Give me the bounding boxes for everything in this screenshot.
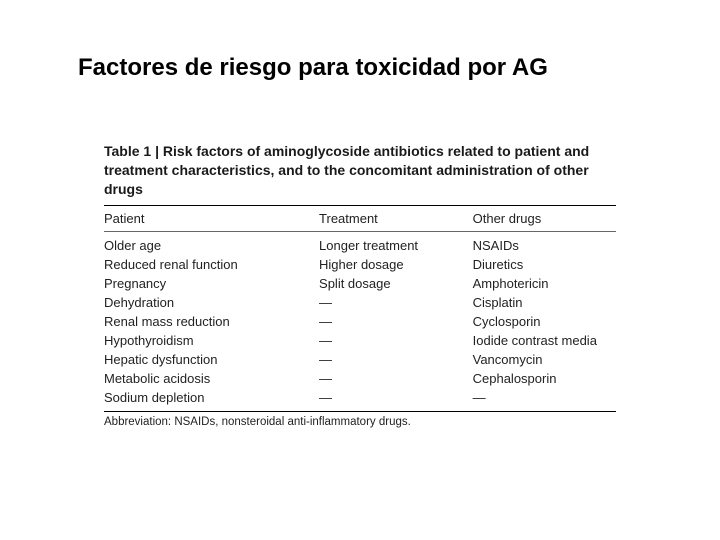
- cell-patient: Pregnancy: [104, 274, 319, 293]
- table-row: Dehydration — Cisplatin: [104, 293, 616, 312]
- table-row: Metabolic acidosis — Cephalosporin: [104, 369, 616, 388]
- cell-patient: Dehydration: [104, 293, 319, 312]
- cell-drugs: Iodide contrast media: [473, 331, 616, 350]
- cell-patient: Sodium depletion: [104, 388, 319, 412]
- table-row: Sodium depletion — —: [104, 388, 616, 412]
- cell-drugs: Vancomycin: [473, 350, 616, 369]
- cell-treatment: —: [319, 331, 473, 350]
- risk-factors-table-container: Table 1 | Risk factors of aminoglycoside…: [90, 130, 630, 438]
- slide-title: Factores de riesgo para toxicidad por AG: [78, 54, 680, 82]
- table-body: Older age Longer treatment NSAIDs Reduce…: [104, 231, 616, 411]
- table-header-row: Patient Treatment Other drugs: [104, 205, 616, 231]
- table-abbreviation: Abbreviation: NSAIDs, nonsteroidal anti-…: [104, 412, 616, 428]
- column-header-treatment: Treatment: [319, 205, 473, 231]
- cell-treatment: —: [319, 369, 473, 388]
- cell-drugs: Cisplatin: [473, 293, 616, 312]
- column-header-patient: Patient: [104, 205, 319, 231]
- cell-treatment: —: [319, 350, 473, 369]
- table-row: Renal mass reduction — Cyclosporin: [104, 312, 616, 331]
- cell-patient: Hepatic dysfunction: [104, 350, 319, 369]
- cell-drugs: Cyclosporin: [473, 312, 616, 331]
- cell-treatment: Split dosage: [319, 274, 473, 293]
- cell-treatment: Longer treatment: [319, 231, 473, 255]
- cell-patient: Hypothyroidism: [104, 331, 319, 350]
- cell-drugs: —: [473, 388, 616, 412]
- cell-drugs: Cephalosporin: [473, 369, 616, 388]
- table-caption-separator: |: [151, 143, 163, 159]
- cell-treatment: —: [319, 312, 473, 331]
- cell-treatment: Higher dosage: [319, 255, 473, 274]
- table-row: Hypothyroidism — Iodide contrast media: [104, 331, 616, 350]
- risk-factors-table: Patient Treatment Other drugs Older age …: [104, 205, 616, 412]
- table-row: Pregnancy Split dosage Amphotericin: [104, 274, 616, 293]
- table-caption-label: Table 1: [104, 143, 151, 159]
- cell-treatment: —: [319, 388, 473, 412]
- table-row: Older age Longer treatment NSAIDs: [104, 231, 616, 255]
- column-header-other-drugs: Other drugs: [473, 205, 616, 231]
- cell-drugs: NSAIDs: [473, 231, 616, 255]
- table-row: Hepatic dysfunction — Vancomycin: [104, 350, 616, 369]
- cell-drugs: Amphotericin: [473, 274, 616, 293]
- cell-treatment: —: [319, 293, 473, 312]
- cell-patient: Reduced renal function: [104, 255, 319, 274]
- table-caption: Table 1 | Risk factors of aminoglycoside…: [104, 142, 616, 199]
- cell-patient: Renal mass reduction: [104, 312, 319, 331]
- cell-drugs: Diuretics: [473, 255, 616, 274]
- cell-patient: Metabolic acidosis: [104, 369, 319, 388]
- cell-patient: Older age: [104, 231, 319, 255]
- table-row: Reduced renal function Higher dosage Diu…: [104, 255, 616, 274]
- table-caption-text: Risk factors of aminoglycoside antibioti…: [104, 143, 589, 197]
